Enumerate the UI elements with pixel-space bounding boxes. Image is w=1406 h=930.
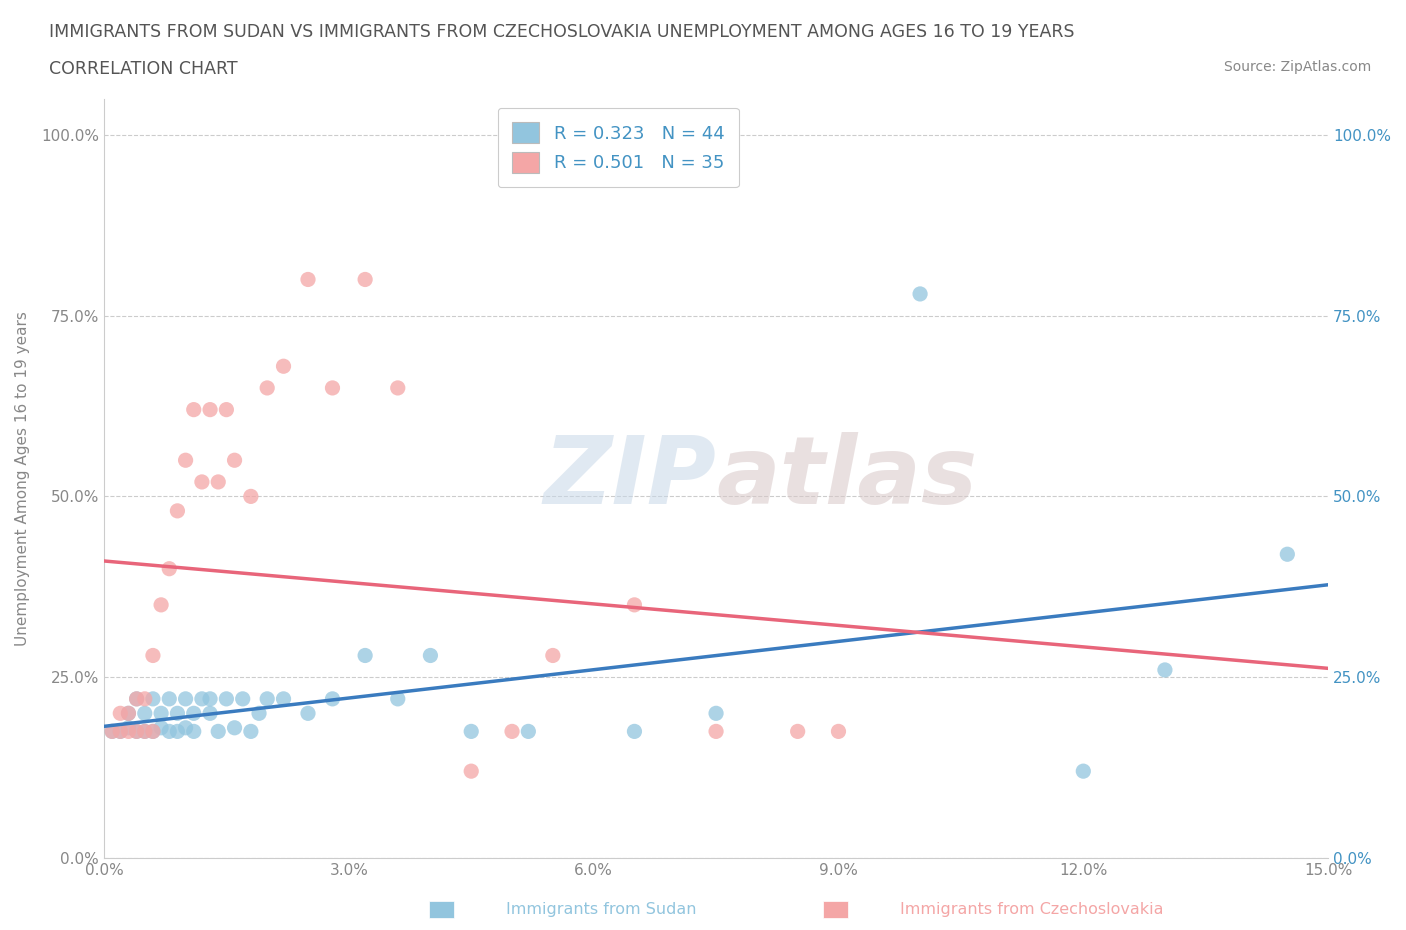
Point — [321, 691, 343, 706]
Point — [142, 724, 165, 738]
Y-axis label: Unemployment Among Ages 16 to 19 years: Unemployment Among Ages 16 to 19 years — [15, 311, 30, 645]
Point — [908, 286, 931, 301]
Point — [150, 597, 173, 612]
Point — [117, 721, 139, 736]
Text: atlas: atlas — [716, 432, 977, 525]
Point — [142, 648, 165, 663]
Point — [174, 691, 197, 706]
Text: ZIP: ZIP — [543, 432, 716, 525]
Point — [166, 724, 188, 738]
Point — [1154, 662, 1177, 677]
Point — [460, 764, 482, 778]
Point — [174, 721, 197, 736]
Point — [134, 706, 156, 721]
Point — [256, 691, 278, 706]
Point — [117, 706, 139, 721]
Point — [125, 691, 148, 706]
Point — [232, 691, 254, 706]
Point — [460, 724, 482, 738]
Point — [517, 724, 540, 738]
Point — [354, 648, 377, 663]
Point — [704, 706, 727, 721]
Point — [297, 706, 319, 721]
Text: Immigrants from Sudan: Immigrants from Sudan — [506, 902, 696, 917]
Point — [142, 691, 165, 706]
Point — [117, 706, 139, 721]
Point — [166, 503, 188, 518]
Point — [215, 691, 238, 706]
Point — [239, 489, 262, 504]
Point — [198, 691, 221, 706]
Point — [256, 380, 278, 395]
Text: IMMIGRANTS FROM SUDAN VS IMMIGRANTS FROM CZECHOSLOVAKIA UNEMPLOYMENT AMONG AGES : IMMIGRANTS FROM SUDAN VS IMMIGRANTS FROM… — [49, 23, 1074, 41]
Point — [215, 402, 238, 417]
Point — [174, 453, 197, 468]
Point — [117, 724, 139, 738]
Point — [110, 724, 132, 738]
Point — [239, 724, 262, 738]
Point — [704, 724, 727, 738]
Point — [501, 724, 523, 738]
Point — [207, 474, 229, 489]
Point — [247, 706, 270, 721]
Point — [150, 706, 173, 721]
Point — [166, 706, 188, 721]
Point — [273, 359, 295, 374]
Point — [419, 648, 441, 663]
Point — [1277, 547, 1299, 562]
Point — [157, 691, 180, 706]
Legend: R = 0.323   N = 44, R = 0.501   N = 35: R = 0.323 N = 44, R = 0.501 N = 35 — [498, 108, 738, 187]
Point — [101, 724, 124, 738]
Point — [623, 724, 645, 738]
Point — [157, 724, 180, 738]
Point — [125, 724, 148, 738]
Point — [387, 380, 409, 395]
Point — [207, 724, 229, 738]
Point — [110, 724, 132, 738]
Point — [224, 453, 246, 468]
Text: CORRELATION CHART: CORRELATION CHART — [49, 60, 238, 78]
Point — [198, 706, 221, 721]
Point — [142, 724, 165, 738]
Point — [191, 474, 214, 489]
Point — [183, 706, 205, 721]
Point — [150, 721, 173, 736]
Point — [125, 691, 148, 706]
Point — [354, 272, 377, 287]
Point — [183, 402, 205, 417]
Point — [786, 724, 808, 738]
Text: Immigrants from Czechoslovakia: Immigrants from Czechoslovakia — [900, 902, 1163, 917]
Point — [157, 562, 180, 577]
Point — [134, 724, 156, 738]
Point — [827, 724, 849, 738]
Text: Source: ZipAtlas.com: Source: ZipAtlas.com — [1223, 60, 1371, 74]
Point — [321, 380, 343, 395]
Point — [191, 691, 214, 706]
Point — [125, 724, 148, 738]
Point — [273, 691, 295, 706]
Point — [110, 706, 132, 721]
Point — [387, 691, 409, 706]
Point — [198, 402, 221, 417]
Point — [224, 721, 246, 736]
Point — [134, 724, 156, 738]
Point — [134, 691, 156, 706]
Point — [183, 724, 205, 738]
Point — [101, 724, 124, 738]
Point — [1071, 764, 1094, 778]
Point — [541, 648, 564, 663]
Point — [297, 272, 319, 287]
Point — [623, 597, 645, 612]
